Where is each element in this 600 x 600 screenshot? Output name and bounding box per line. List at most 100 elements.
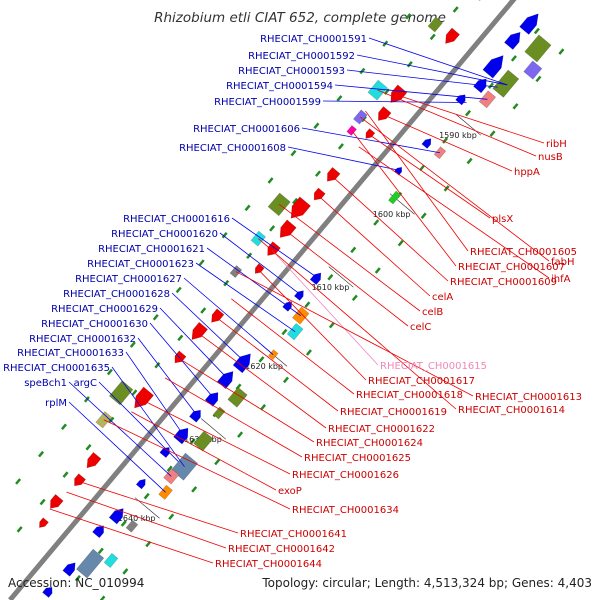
gene-arrow[interactable]: [252, 263, 265, 276]
gene-label-right[interactable]: RHECIAT_CH0001605: [470, 247, 577, 258]
gene-label-right[interactable]: RHECIAT_CH0001642: [228, 544, 335, 555]
gene-arrow[interactable]: [421, 136, 434, 149]
gene-block[interactable]: [103, 552, 119, 568]
gene-arrow[interactable]: [455, 92, 469, 106]
gene-label-left[interactable]: RHECIAT_CH0001616: [123, 214, 230, 225]
gene-block[interactable]: [212, 406, 226, 420]
gene-arrow[interactable]: [442, 27, 460, 47]
gene-label-left[interactable]: argC: [74, 378, 97, 389]
gene-arrow[interactable]: [275, 219, 297, 242]
gene-label-right[interactable]: celC: [410, 322, 431, 333]
gene-label-right[interactable]: RHECIAT_CH0001626: [292, 470, 399, 481]
gene-arrow[interactable]: [311, 187, 326, 203]
gene-label-left[interactable]: RHECIAT_CH0001633: [17, 348, 124, 359]
gene-arrow[interactable]: [323, 167, 341, 184]
gene-label-left[interactable]: RHECIAT_CH0001623: [87, 259, 194, 270]
gene-label-left[interactable]: RHECIAT_CH0001632: [29, 334, 136, 345]
gene-label-left[interactable]: RHECIAT_CH0001620: [111, 229, 218, 240]
gene-label-left[interactable]: RHECIAT_CH0001630: [41, 319, 148, 330]
gene-label-right[interactable]: RHECIAT_CH0001624: [316, 438, 423, 449]
gene-arrow[interactable]: [286, 196, 311, 223]
gene-arrow[interactable]: [473, 76, 490, 94]
gene-block[interactable]: [76, 548, 105, 579]
gene-arrow[interactable]: [482, 51, 508, 79]
gene-arrow[interactable]: [37, 517, 49, 530]
gene-label-left[interactable]: RHECIAT_CH0001608: [179, 143, 286, 154]
gene-label-right[interactable]: RHECIAT_CH0001644: [215, 559, 322, 570]
gene-label-left[interactable]: RHECIAT_CH0001594: [226, 81, 333, 92]
gene-label-right[interactable]: RHECIAT_CH0001619: [340, 407, 447, 418]
gene-label-right[interactable]: plsX: [492, 214, 513, 225]
gene-label-left[interactable]: RHECIAT_CH0001635: [3, 363, 110, 374]
gene-arrow[interactable]: [62, 560, 79, 577]
gene-arrow[interactable]: [374, 106, 392, 124]
gene-arrow[interactable]: [129, 386, 154, 412]
gene-label-right[interactable]: celB: [422, 307, 443, 318]
gene-arrow[interactable]: [189, 407, 204, 423]
gene-block[interactable]: [388, 190, 402, 205]
leader-line: [258, 269, 367, 381]
gene-label-left[interactable]: rplM: [45, 398, 67, 409]
gene-arrow[interactable]: [42, 585, 56, 598]
gene-label-right[interactable]: RHECIAT_CH0001614: [458, 405, 565, 416]
gene-label-left[interactable]: RHECIAT_CH0001593: [238, 66, 345, 77]
gene-label-left[interactable]: speBch1: [24, 378, 67, 389]
gene-arrow[interactable]: [232, 350, 255, 374]
gene-label-right[interactable]: RHECIAT_CH0001609: [450, 277, 557, 288]
gene-arrow[interactable]: [204, 389, 222, 407]
gene-label-right[interactable]: ribH: [546, 139, 567, 150]
gene-label-left[interactable]: RHECIAT_CH0001628: [63, 289, 170, 300]
tick-mark: [489, 130, 496, 137]
gene-label-left[interactable]: RHECIAT_CH0001621: [98, 244, 205, 255]
leader-line: [164, 377, 303, 458]
gene-block[interactable]: [523, 60, 543, 80]
gene-arrow[interactable]: [83, 451, 102, 471]
gene-label-right[interactable]: celA: [432, 292, 453, 303]
gene-block[interactable]: [492, 69, 520, 98]
gene-arrow[interactable]: [135, 477, 148, 490]
gene-block[interactable]: [427, 16, 443, 33]
right-gene-labels[interactable]: ribHnusBhppAplsXRHECIAT_CH0001605fabHRHE…: [215, 139, 582, 570]
left-gene-labels[interactable]: RHECIAT_CH0001591 RHECIAT_CH0001592 RHECIA…: [3, 34, 367, 409]
gene-arrow[interactable]: [386, 84, 408, 107]
gene-label-right[interactable]: RHECIAT_CH0001625: [304, 453, 411, 464]
gene-arrow[interactable]: [519, 10, 543, 35]
gene-label-right[interactable]: exoP: [278, 486, 302, 497]
gene-label-right[interactable]: nusB: [538, 152, 563, 163]
gene-label-right[interactable]: RHECIAT_CH0001622: [328, 424, 435, 435]
gene-label-right[interactable]: RHECIAT_CH0001615: [380, 361, 487, 372]
gene-arrow[interactable]: [475, 0, 496, 4]
gene-label-left[interactable]: RHECIAT_CH0001627: [75, 274, 182, 285]
gene-label-right[interactable]: fabH: [551, 257, 575, 268]
gene-label-right[interactable]: RHECIAT_CH0001617: [368, 376, 475, 387]
gene-block[interactable]: [125, 519, 139, 533]
gene-block[interactable]: [193, 430, 214, 452]
gene-label-right[interactable]: ihfA: [551, 274, 571, 285]
gene-block[interactable]: [227, 386, 248, 408]
gene-label-right[interactable]: RHECIAT_CH0001641: [240, 529, 347, 540]
gene-arrow[interactable]: [282, 299, 295, 312]
gene-arrow[interactable]: [108, 505, 127, 525]
gene-arrow[interactable]: [47, 494, 64, 511]
gene-label-left[interactable]: RHECIAT_CH0001591: [260, 34, 367, 45]
gene-arrow[interactable]: [504, 29, 524, 50]
leader-line: [377, 89, 537, 157]
gene-label-left[interactable]: RHECIAT_CH0001606: [193, 124, 300, 135]
gene-block[interactable]: [108, 380, 134, 406]
tick-mark: [97, 547, 104, 555]
tick-mark: [327, 274, 334, 281]
position-label: 1640 kbp: [118, 514, 156, 523]
gene-label-right[interactable]: RHECIAT_CH0001634: [292, 505, 399, 516]
leader-line: [49, 508, 214, 564]
gene-arrow[interactable]: [188, 321, 208, 343]
gene-label-left[interactable]: RHECIAT_CH0001599: [214, 97, 321, 108]
gene-block[interactable]: [524, 34, 552, 63]
gene-label-right[interactable]: RHECIAT_CH0001618: [356, 390, 463, 401]
gene-arrow[interactable]: [393, 165, 404, 176]
gene-label-left[interactable]: RHECIAT_CH0001592: [248, 51, 355, 62]
gene-label-right[interactable]: hppA: [514, 167, 540, 178]
gene-label-right[interactable]: RHECIAT_CH0001613: [475, 392, 582, 403]
gene-label-left[interactable]: RHECIAT_CH0001629: [51, 304, 158, 315]
gene-arrow[interactable]: [92, 523, 107, 539]
gene-label-right[interactable]: RHECIAT_CH0001607: [458, 262, 565, 273]
